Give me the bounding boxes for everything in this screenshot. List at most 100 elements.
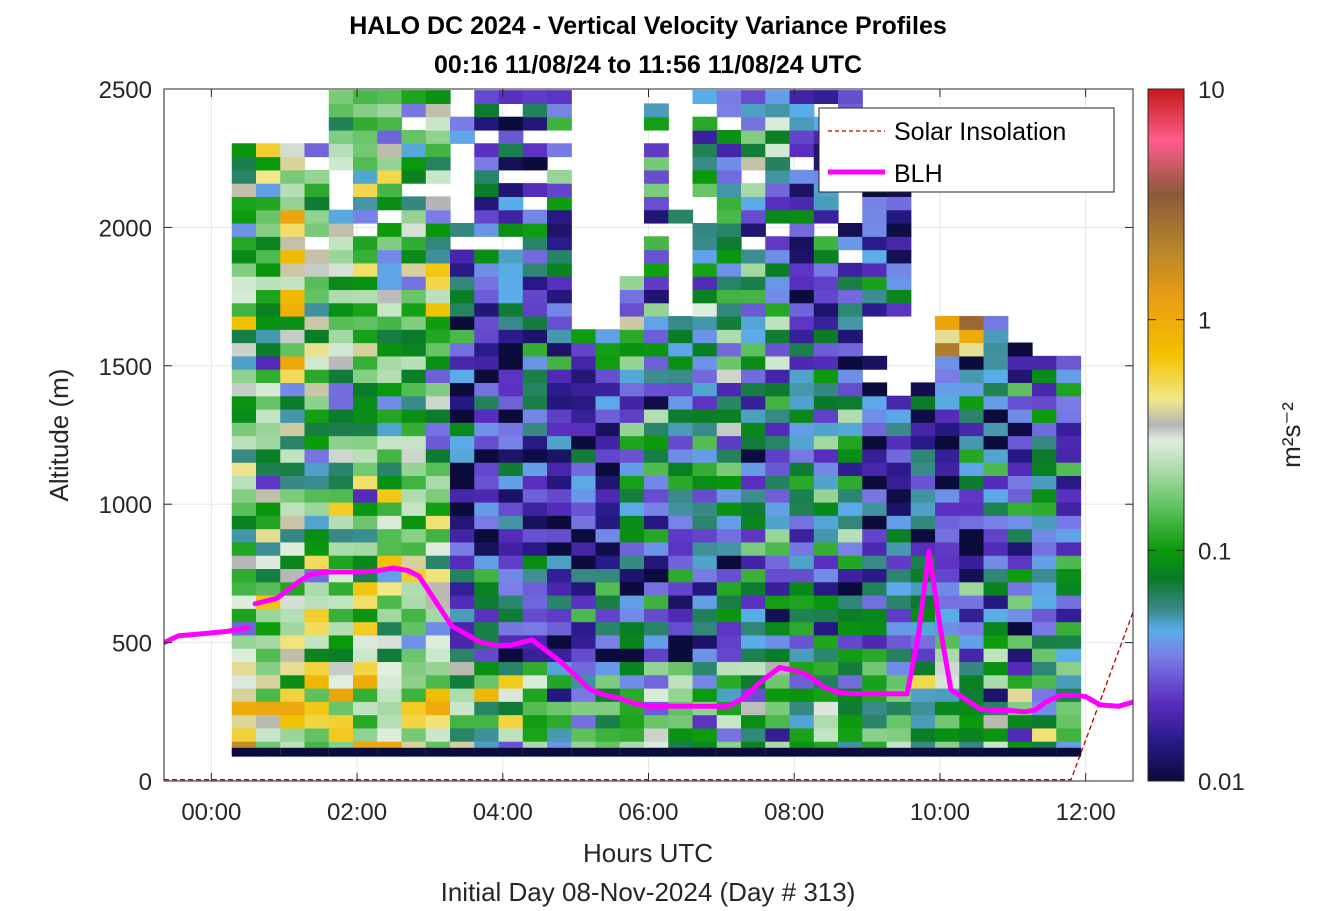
- heatmap-cell: [959, 395, 985, 410]
- heatmap-cell: [304, 448, 330, 463]
- heatmap-cell: [716, 103, 742, 118]
- heatmap-cell: [595, 714, 621, 729]
- heatmap-cell: [862, 355, 888, 370]
- heatmap-cell: [765, 541, 791, 556]
- heatmap-cell: [619, 435, 645, 450]
- heatmap-cell: [353, 515, 378, 530]
- heatmap-cell: [474, 488, 500, 503]
- heatmap-cell: [716, 289, 742, 304]
- heatmap-cell: [813, 515, 839, 530]
- heatmap-cell: [231, 196, 257, 211]
- heatmap-cell: [644, 634, 669, 649]
- heatmap-cell: [959, 608, 985, 623]
- heatmap-cell: [959, 382, 985, 397]
- heatmap-cell: [619, 555, 645, 570]
- heatmap-cell: [1032, 475, 1057, 490]
- heatmap-cell: [619, 475, 645, 490]
- heatmap-cell: [474, 621, 500, 636]
- heatmap-cell: [692, 581, 718, 596]
- heatmap-cell: [619, 488, 645, 503]
- heatmap-cell: [838, 355, 863, 370]
- heatmap-cell: [668, 634, 694, 649]
- heatmap-cell: [813, 568, 839, 583]
- heatmap-cell: [765, 555, 791, 570]
- heatmap-cell: [450, 342, 475, 357]
- heatmap-cell: [668, 568, 694, 583]
- heatmap-cell: [401, 129, 427, 144]
- heatmap-cell: [1056, 369, 1082, 384]
- heatmap-cell: [862, 581, 888, 596]
- heatmap-cell: [935, 701, 960, 716]
- heatmap-cell: [862, 422, 888, 437]
- heatmap-cell: [692, 276, 718, 291]
- heatmap-cell: [862, 395, 888, 410]
- heatmap-cell: [595, 435, 621, 450]
- heatmap-cell: [474, 209, 500, 224]
- heatmap-cell: [789, 196, 815, 211]
- heatmap-cell: [862, 276, 888, 291]
- heatmap-cell: [959, 408, 985, 423]
- heatmap-cell: [280, 276, 306, 291]
- heatmap-cell: [716, 488, 742, 503]
- heatmap-cell: [304, 515, 330, 530]
- heatmap-cell: [353, 103, 378, 118]
- y-tick-label: 1500: [99, 354, 152, 381]
- heatmap-cell: [862, 289, 888, 304]
- heatmap-cell: [256, 369, 281, 384]
- heatmap-cell: [765, 169, 791, 184]
- heatmap-cell: [401, 488, 427, 503]
- heatmap-cell: [328, 329, 354, 344]
- heatmap-cell: [353, 302, 378, 317]
- heatmap-cell: [741, 382, 766, 397]
- heatmap-cell: [353, 183, 378, 197]
- heatmap-cell: [256, 315, 281, 330]
- heatmap-cell: [425, 209, 451, 224]
- heatmap-cell: [595, 408, 621, 423]
- heatmap-cell: [692, 688, 718, 702]
- heatmap-cell: [692, 608, 718, 623]
- colorbar-tick-label: 10: [1198, 77, 1225, 104]
- heatmap-cell: [304, 528, 330, 543]
- heatmap-cell: [328, 408, 354, 423]
- x-tick-label: 06:00: [618, 799, 678, 826]
- heatmap-cell: [328, 541, 354, 556]
- heatmap-cell: [983, 488, 1009, 503]
- heatmap-cell: [741, 209, 766, 224]
- heatmap-cell: [425, 249, 451, 264]
- heatmap-cell: [644, 209, 669, 224]
- heatmap-cell: [838, 435, 863, 450]
- heatmap-cell: [886, 262, 912, 277]
- heatmap-cell: [304, 183, 330, 197]
- x-tick-label: 00:00: [181, 799, 241, 826]
- heatmap-cell: [910, 747, 936, 757]
- heatmap-cell: [498, 674, 524, 689]
- heatmap-cell: [813, 342, 839, 357]
- heatmap-cell: [1032, 747, 1057, 757]
- heatmap-cell: [425, 143, 451, 158]
- heatmap-cell: [401, 594, 427, 609]
- heatmap-cell: [886, 289, 912, 304]
- heatmap-cell: [838, 422, 863, 437]
- heatmap-cell: [547, 342, 572, 357]
- heatmap-cell: [619, 594, 645, 609]
- heatmap-cell: [959, 462, 985, 477]
- heatmap-cell: [862, 555, 888, 570]
- heatmap-cell: [644, 448, 669, 463]
- heatmap-cell: [644, 648, 669, 663]
- heatmap-cell: [425, 448, 451, 463]
- heatmap-cell: [959, 422, 985, 437]
- heatmap-cell: [328, 701, 354, 716]
- colorbar: 0.01 0.1 1 10 m²s⁻²: [1147, 77, 1306, 796]
- heatmap-cell: [280, 462, 306, 477]
- heatmap-cell: [644, 329, 669, 344]
- heatmap-cell: [353, 156, 378, 171]
- heatmap-cell: [498, 541, 524, 556]
- heatmap-cell: [231, 249, 257, 264]
- heatmap-cell: [619, 276, 645, 291]
- heatmap-cell: [692, 501, 718, 516]
- heatmap-cell: [425, 568, 451, 583]
- heatmap-cell: [474, 395, 500, 410]
- heatmap-cell: [765, 448, 791, 463]
- heatmap-cell: [304, 581, 330, 596]
- heatmap-cell: [256, 555, 281, 570]
